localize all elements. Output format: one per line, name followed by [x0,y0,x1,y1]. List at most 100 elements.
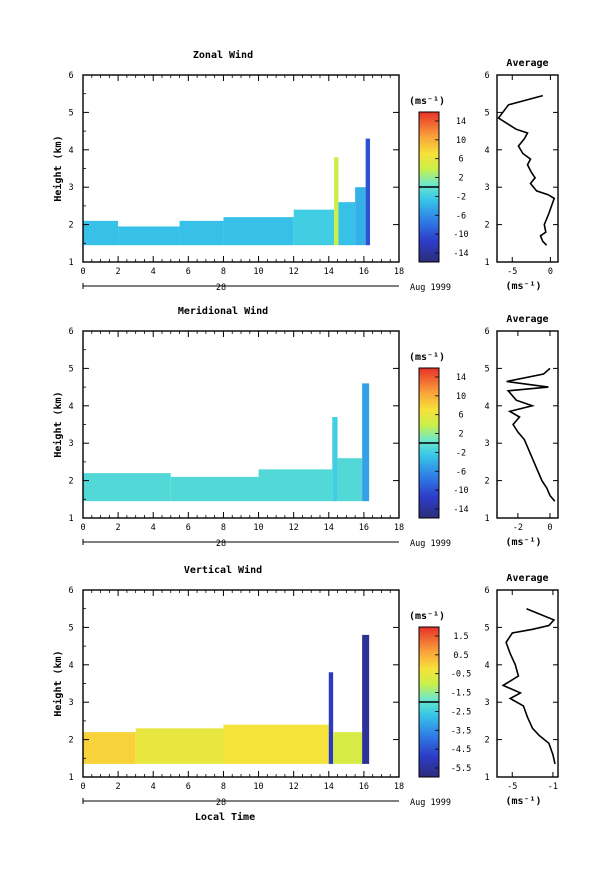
x-tick-label: 16 [359,523,369,533]
average-frame [496,589,559,778]
average-y-tick-label: 5 [484,623,489,633]
y-axis-label: Height (km) [52,650,64,716]
heatmap-cell [334,157,339,246]
colorbar-tick-label: -2 [456,192,466,202]
x-tick-label: 18 [394,523,404,533]
x-tick-label: 10 [253,782,263,792]
average-y-tick-label: 1 [484,258,489,268]
x-tick-label: 10 [253,267,263,277]
y-tick-label: 5 [68,108,73,118]
heatmap-cell [223,724,329,764]
average-profile-line [497,94,556,246]
colorbar-tick-label: 2 [458,174,463,184]
colorbar-tick-label: 10 [456,136,466,146]
x-tick-label: 2 [116,267,121,277]
average-y-tick-label: 3 [484,183,489,193]
x-tick-label: 8 [221,523,226,533]
y-tick-label: 4 [68,402,73,412]
heatmap-cell [362,383,370,502]
colorbar-tick-label: 0.5 [453,651,468,661]
average-title: Average [506,58,548,69]
y-tick-label: 2 [68,477,73,487]
heatmap-cell [170,476,259,502]
y-tick-label: 2 [68,221,73,231]
average-x-label: (ms⁻¹) [505,796,541,807]
colorbar-tick-label: -10 [453,230,468,240]
day-label: 28 [216,539,226,549]
x-tick-label: 14 [324,267,334,277]
x-tick-label: 2 [116,523,121,533]
average-y-tick-label: 2 [484,736,489,746]
average-x-label: (ms⁻¹) [505,537,541,548]
average-x-tick-label: -1 [548,782,558,792]
colorbar-tick-label: 6 [458,155,463,165]
heatmap-cell [328,672,334,764]
y-tick-label: 1 [68,258,73,268]
date-label: Aug 1999 [410,798,451,808]
average-y-tick-label: 4 [484,146,489,156]
x-tick-label: 16 [359,267,369,277]
colorbar-tick-label: 14 [456,117,466,127]
average-profile-line [506,367,556,502]
colorbar-tick-label: 2 [458,430,463,440]
colorbar-tick-label: 10 [456,392,466,402]
y-tick-label: 4 [68,146,73,156]
x-tick-label: 4 [151,782,156,792]
average-x-tick-label: 0 [547,523,552,533]
average-y-tick-label: 6 [484,71,489,81]
average-x-tick-label: -5 [507,782,517,792]
panel-title: Zonal Wind [193,49,253,61]
colorbar-tick-label: -4.5 [451,745,471,755]
average-y-tick-label: 4 [484,661,489,671]
x-tick-label: 0 [80,523,85,533]
average-frame [496,74,559,263]
colorbar-tick-label: 1.5 [453,632,468,642]
average-y-tick-label: 4 [484,402,489,412]
average-x-tick-label: -5 [507,267,517,277]
average-y-tick-label: 3 [484,698,489,708]
average-y-tick-label: 5 [484,108,489,118]
y-tick-label: 3 [68,698,73,708]
colorbar-tick-label: 14 [456,373,466,383]
colorbar-tick-label: -1.5 [451,689,471,699]
average-title: Average [506,314,548,325]
average-x-label: (ms⁻¹) [505,281,541,292]
x-tick-label: 6 [186,267,191,277]
date-label: Aug 1999 [410,283,451,293]
x-tick-label: 4 [151,267,156,277]
x-tick-label: 14 [324,782,334,792]
colorbar-tick-label: -3.5 [451,726,471,736]
x-tick-label: 12 [289,782,299,792]
x-tick-label: 0 [80,267,85,277]
colorbar-tick-label: -5.5 [451,764,471,774]
average-y-tick-label: 1 [484,773,489,783]
heatmap-cell [333,732,363,764]
x-tick-label: 16 [359,782,369,792]
colorbar-tick-label: -2.5 [451,707,471,717]
y-axis-label: Height (km) [52,135,64,201]
colorbar-unit-label: (ms⁻¹) [409,611,445,622]
average-x-tick-label: -2 [513,523,523,533]
colorbar-tick-label: -6 [456,211,466,221]
x-tick-label: 14 [324,523,334,533]
heatmap-cell [258,469,333,502]
y-tick-label: 2 [68,736,73,746]
x-tick-label: 12 [289,267,299,277]
day-label: 28 [216,798,226,808]
colorbar-unit-label: (ms⁻¹) [409,96,445,107]
x-tick-label: 18 [394,782,404,792]
colorbar-tick-label: -6 [456,467,466,477]
heatmap-cell [362,634,370,764]
x-axis-label: Local Time [195,811,255,823]
colorbar-unit-label: (ms⁻¹) [409,352,445,363]
heatmap-cell [118,226,180,246]
y-tick-label: 6 [68,586,73,596]
heatmap-cell [135,728,224,764]
average-y-tick-label: 6 [484,327,489,337]
x-tick-label: 8 [221,267,226,277]
